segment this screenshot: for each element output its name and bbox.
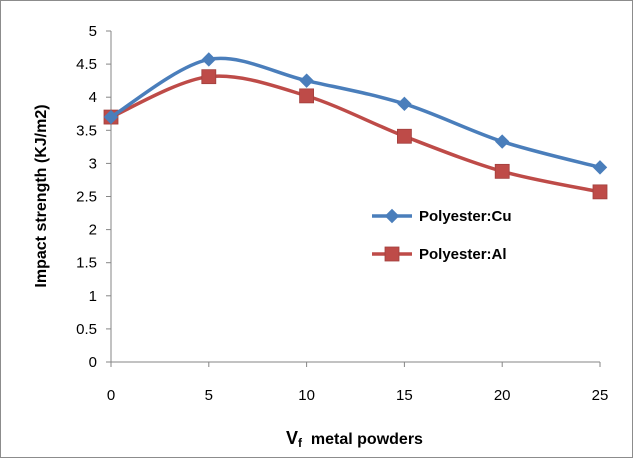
legend-label: Polyester:Al [419, 246, 507, 263]
y-tick-label: 0 [89, 354, 97, 371]
x-tick-label: 15 [396, 387, 413, 404]
x-tick-label: 10 [298, 387, 315, 404]
data-point-marker [201, 52, 217, 67]
y-tick-label: 2 [89, 222, 97, 239]
data-point-marker [299, 88, 315, 104]
x-tick-label: 0 [107, 387, 115, 404]
y-tick-label: 3.5 [76, 122, 97, 139]
x-tick-label: 20 [494, 387, 511, 404]
data-point-marker [494, 163, 510, 179]
series-layer [103, 52, 608, 200]
y-tick-label: 4 [89, 89, 97, 106]
series-line [110, 56, 601, 170]
x-axis-title-main: V [286, 428, 298, 448]
legend-marker [384, 208, 400, 224]
data-point-marker [592, 160, 608, 175]
data-point-marker [397, 96, 412, 112]
legend: Polyester:Cu Polyester:Al [372, 208, 512, 263]
x-ticks: 0 5 10 15 20 25 [107, 362, 609, 404]
x-axis-title-sub: f [298, 436, 303, 450]
data-point-marker [103, 109, 119, 125]
series-polyester-cu [103, 52, 608, 175]
data-point-marker [396, 128, 412, 144]
y-tick-label: 1 [89, 288, 97, 305]
data-point-marker [201, 69, 217, 85]
y-tick-label: 0.5 [76, 321, 97, 338]
series-line [110, 74, 601, 194]
data-point-marker [494, 134, 510, 149]
y-axis-title: Impact strength (KJ/m2) [33, 104, 50, 287]
legend-label: Polyester:Cu [419, 208, 512, 225]
y-tick-label: 1.5 [76, 255, 97, 272]
series-polyester-al [103, 69, 608, 200]
y-tick-label: 3 [89, 155, 97, 172]
x-tick-label: 5 [205, 387, 213, 404]
y-tick-label: 4.5 [76, 56, 97, 73]
y-ticks: 0 0.5 1 1.5 2 2.5 3 3.5 4 4.5 5 [76, 23, 111, 371]
y-tick-label: 5 [89, 23, 97, 40]
data-point-marker [592, 184, 608, 200]
x-axis-title-rest: metal powders [302, 431, 423, 448]
legend-marker [384, 246, 400, 262]
axes [110, 31, 600, 363]
data-point-marker [299, 73, 314, 88]
y-tick-label: 2.5 [76, 189, 97, 206]
x-tick-label: 25 [592, 387, 609, 404]
x-axis-title: Vf metal powders [286, 428, 423, 450]
